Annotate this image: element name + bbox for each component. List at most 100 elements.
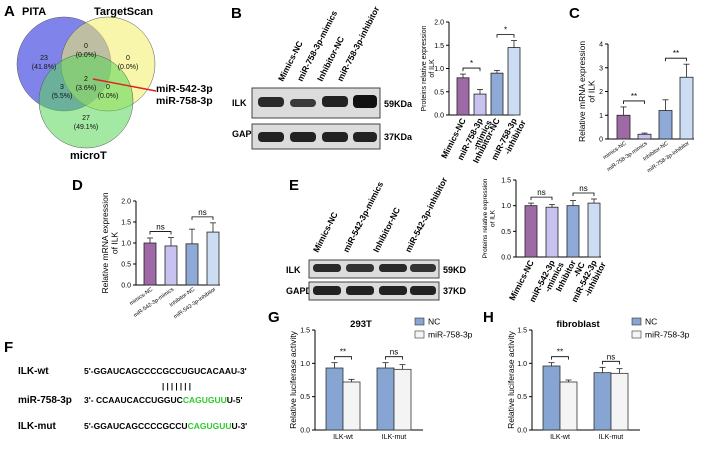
blot-b-ilk-band-3 xyxy=(322,96,348,107)
bar xyxy=(342,381,361,431)
blot-e-lane-1: Mimics-NC xyxy=(311,210,340,254)
venn-percent-microt-only: (49.1%) xyxy=(74,124,99,131)
blot-b-gapdh-band-3 xyxy=(322,132,348,142)
bar xyxy=(566,205,580,258)
significance-bracket xyxy=(334,356,352,360)
venn-count-pita-targetscan: 0 xyxy=(84,43,88,50)
y-axis-label: Relative luciferase activity xyxy=(288,330,298,429)
venn-count-center: 2 xyxy=(84,76,88,83)
blot-b-ilk-band-4 xyxy=(353,95,377,108)
blot-b-label-ilk: ILK xyxy=(232,98,247,108)
y-tick-label: 0.5 xyxy=(121,262,131,269)
legend-label: NC xyxy=(645,317,657,327)
blot-e-label-gapdh: GAPDH xyxy=(286,286,319,296)
bar xyxy=(658,110,673,140)
y-tick-label: 1.0 xyxy=(434,66,444,73)
panel-letter-h: H xyxy=(483,309,494,326)
y-tick-label: 1.0 xyxy=(517,361,527,368)
chart-title: fibroblast xyxy=(556,319,600,330)
significance-label: ns xyxy=(198,208,206,217)
legend-label: NC xyxy=(428,317,440,327)
seq-row-name-2: miR-758-3p xyxy=(18,395,72,406)
significance-label: * xyxy=(470,59,473,68)
bar xyxy=(507,47,521,116)
x-tick-label: ILK-mut xyxy=(599,434,624,441)
seq-pairing-lines: | | | | | | | xyxy=(162,382,191,391)
panel-letter-c: C xyxy=(569,5,580,22)
seq-ilk-wt: 5'-GGAUCAGCCCCGCCUGUCACAAU-3' xyxy=(84,366,247,376)
legend-swatch xyxy=(631,330,642,339)
blot-e-ilk-band-1 xyxy=(313,264,341,272)
legend-swatch xyxy=(414,317,425,326)
significance-bracket xyxy=(623,100,645,104)
y-axis-label: of ILK xyxy=(429,59,436,78)
significance-bracket xyxy=(462,67,481,72)
significance-bracket xyxy=(572,192,595,196)
blot-e-ilk-band-4 xyxy=(410,264,436,272)
bar xyxy=(393,368,412,431)
significance-bracket xyxy=(385,356,403,360)
x-tick-label: ILK-wt xyxy=(333,434,353,441)
venn-count-pita-microt: 3 xyxy=(60,84,64,91)
y-tick-label: 3 xyxy=(599,65,603,72)
y-tick-label: 0.0 xyxy=(434,113,444,120)
bar xyxy=(524,205,538,258)
venn-count-targetscan-microt: 0 xyxy=(106,84,110,91)
bar xyxy=(542,365,561,431)
bar xyxy=(325,367,344,431)
seq-mir758: 3'- CCAAUCACCUGGUCCAGUGUUU-5' xyxy=(84,395,242,405)
blot-e-label-ilk: ILK xyxy=(286,265,301,275)
chart-e: 0.0 0.5 1.0 1.5 Proteins relative expression… xyxy=(482,178,608,304)
panel-letter-f: F xyxy=(4,339,13,356)
panel-e: E Mimics-NC miR-542-3p-mimics Inhibitor-… xyxy=(286,175,467,301)
y-tick-label: 0.5 xyxy=(300,394,310,401)
venn-callout-mir542: miR-542-3p xyxy=(156,83,213,95)
blot-b-gapdh-band-4 xyxy=(353,132,377,142)
legend-label: miR-758-3p xyxy=(428,330,473,340)
y-axis-label: of ILK xyxy=(490,209,497,227)
venn-count-pita-only: 23 xyxy=(40,55,48,62)
venn-percent-pita-microt: (5.5%) xyxy=(52,93,73,100)
y-tick-label: 1.5 xyxy=(121,220,131,227)
panel-a: A PITA TargetScan microT 23 (41.8%) 0 (0… xyxy=(4,3,213,162)
significance-bracket xyxy=(665,57,687,62)
blot-e-lane-4: miR-542-3p-inhibitor xyxy=(403,175,450,254)
blot-e-gapdh-band-3 xyxy=(379,286,407,295)
venn-percent-targetscan-only: (0.0%) xyxy=(118,64,139,71)
bar xyxy=(143,242,157,286)
blot-b-size-ilk: 59KDa xyxy=(384,99,413,109)
significance-bracket xyxy=(496,34,515,38)
bar xyxy=(545,206,559,258)
panel-f: F ILK-wt miR-758-3p ILK-mut 5'-GGAUCAGCC… xyxy=(4,339,247,432)
significance-label: ns xyxy=(537,188,545,197)
significance-label: ** xyxy=(557,348,563,357)
y-tick-label: 2 xyxy=(599,89,603,96)
x-tick-label: ILK-mut xyxy=(382,434,407,441)
panel-letter-g: G xyxy=(268,309,280,326)
panel-letter-b: B xyxy=(231,5,242,22)
y-tick-label: 0 xyxy=(599,137,603,144)
bar xyxy=(587,202,601,258)
y-tick-label: 1.5 xyxy=(517,328,527,335)
significance-label: ns xyxy=(607,352,615,361)
bar xyxy=(679,76,694,140)
blot-e-ilk-band-3 xyxy=(379,264,407,272)
significance-bracket xyxy=(530,196,553,201)
bar xyxy=(376,367,395,431)
significance-label: * xyxy=(504,26,507,35)
y-tick-label: 4 xyxy=(599,42,603,49)
bar xyxy=(490,72,504,116)
blot-b-size-gapdh: 37KDa xyxy=(384,132,413,142)
y-tick-label: 1.0 xyxy=(300,361,310,368)
y-tick-label: 1.5 xyxy=(501,178,511,185)
y-axis-label: of ILK xyxy=(587,80,597,103)
significance-bracket xyxy=(602,360,620,365)
blot-b-ilk-band-1 xyxy=(258,97,284,107)
legend-label: miR-758-3p xyxy=(645,330,690,340)
blot-b-label-gapdh: GAPDH xyxy=(232,129,265,139)
x-tick-label: ILK-wt xyxy=(550,434,570,441)
y-tick-label: 2.0 xyxy=(121,199,131,206)
